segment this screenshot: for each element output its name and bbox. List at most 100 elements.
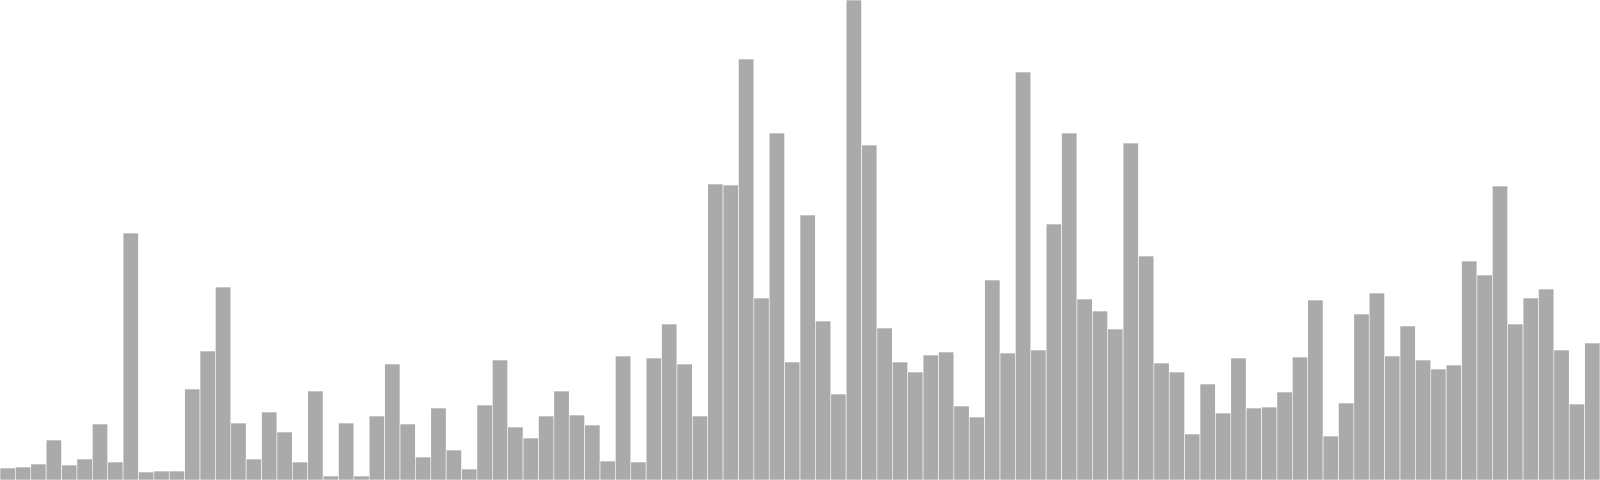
bar-35 [538,415,555,480]
bar-27 [415,456,432,480]
bar-101 [1553,349,1570,480]
bar-68 [1045,223,1062,480]
bar-9 [138,471,155,480]
bar-67 [1030,349,1047,480]
bar-32 [492,359,508,480]
bar-28 [430,407,447,480]
bar-87 [1338,402,1355,480]
bar-56 [861,144,878,480]
bar-77 [1184,433,1201,480]
bar-30 [461,468,478,480]
bar-38 [584,424,601,480]
bar-96 [1476,274,1493,480]
bar-23 [353,475,370,480]
bar-91 [1399,325,1416,480]
bar-93 [1430,368,1447,480]
bar-4 [61,464,78,480]
bar-26 [399,423,416,480]
bar-1 [15,466,32,480]
bar-54 [830,393,847,480]
bar-37 [568,414,585,480]
bar-0 [0,467,16,480]
bar-62 [953,405,970,480]
bar-41 [630,461,647,480]
bar-71 [1092,310,1108,480]
bar-98 [1507,323,1524,480]
bar-55 [845,0,862,480]
bar-3 [45,439,62,480]
bar-50 [768,132,785,480]
bar-65 [999,352,1016,480]
bar-92 [1415,359,1432,480]
bar-13 [199,350,216,480]
bar-73 [1122,142,1139,480]
bar-45 [692,415,708,480]
bar-25 [384,363,401,480]
bar-7 [107,461,124,480]
bar-78 [1199,383,1216,480]
bar-22 [338,422,355,480]
bar-81 [1245,407,1262,480]
bar-42 [645,357,662,480]
bar-5 [76,458,93,480]
bar-47 [722,184,739,480]
bar-34 [522,437,539,480]
bar-58 [892,361,908,480]
bar-24 [368,415,385,480]
bar-53 [815,320,832,480]
bar-36 [553,390,570,480]
bar-17 [261,411,278,480]
bar-46 [707,183,724,480]
bar-85 [1307,299,1324,480]
bar-10 [153,470,170,480]
bar-14 [215,286,232,480]
bar-103 [1584,342,1600,480]
bar-40 [615,355,632,480]
bar-84 [1292,356,1308,480]
bar-48 [738,58,755,480]
bar-94 [1445,364,1462,480]
bar-31 [476,404,493,480]
bar-39 [599,460,616,480]
bar-70 [1076,298,1093,480]
bar-99 [1522,297,1539,480]
bar-75 [1153,362,1170,480]
bar-72 [1107,328,1124,480]
bar-63 [968,416,985,480]
bar-60 [922,354,939,480]
bar-51 [784,361,801,480]
bar-59 [907,371,924,480]
bar-90 [1384,355,1401,480]
bar-11 [168,470,185,480]
bar-44 [676,363,693,480]
bar-2 [30,463,47,480]
bar-19 [292,461,308,480]
bar-76 [1168,371,1185,480]
bar-6 [92,423,108,480]
bar-18 [276,431,293,480]
bar-102 [1568,403,1585,480]
bar-69 [1061,132,1078,480]
bar-29 [445,449,462,480]
bar-33 [507,426,524,480]
bar-82 [1261,406,1278,480]
bar-66 [1015,71,1032,480]
bar-97 [1492,185,1508,480]
bar-86 [1322,435,1339,480]
bar-8 [122,232,139,480]
bar-16 [245,458,262,480]
bar-49 [753,297,770,480]
bar-21 [322,475,339,480]
bar-64 [984,279,1001,480]
bar-80 [1230,357,1247,480]
bar-61 [938,351,955,480]
bar-43 [661,323,678,480]
bar-100 [1538,288,1555,480]
bar-95 [1461,260,1478,480]
bar-88 [1353,313,1370,480]
bar-57 [876,327,893,480]
bar-74 [1138,255,1155,480]
bar-12 [184,388,201,480]
